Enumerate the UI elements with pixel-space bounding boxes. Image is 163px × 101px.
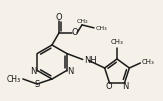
Text: S: S bbox=[35, 80, 40, 89]
Text: N: N bbox=[31, 66, 37, 76]
Text: NH: NH bbox=[84, 56, 96, 65]
Text: CH₃: CH₃ bbox=[7, 75, 21, 84]
Text: N: N bbox=[67, 66, 73, 76]
Text: CH₃: CH₃ bbox=[141, 59, 154, 65]
Text: O: O bbox=[72, 28, 78, 37]
Text: CH₃: CH₃ bbox=[111, 39, 123, 45]
Text: O: O bbox=[56, 13, 62, 22]
Text: CH₃: CH₃ bbox=[96, 26, 108, 31]
Text: CH₂: CH₂ bbox=[76, 19, 88, 24]
Text: N: N bbox=[122, 82, 129, 91]
Text: O: O bbox=[105, 82, 112, 91]
